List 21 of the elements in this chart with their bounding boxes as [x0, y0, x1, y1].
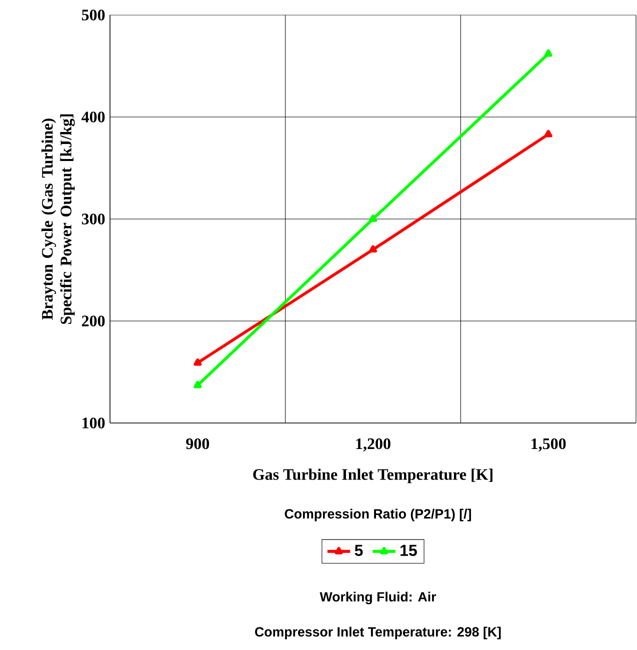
point [544, 49, 552, 57]
text: Compressor Inlet Temperature: 298 [K] [255, 626, 501, 640]
legend-label: 15 [400, 544, 417, 556]
x-tick-label: 1,500 [532, 438, 566, 452]
y-tick-label: 200 [82, 316, 105, 326]
x-tick-label: 900 [186, 438, 210, 450]
text: Working Fluid: Air [320, 592, 436, 604]
y-axis-title: Brayton Cycle (Gas Turbine) Specific Power Output [kJ/kg] [42, 114, 75, 324]
point [368, 214, 378, 222]
x-axis-title: Gas Turbine Inlet Temperature [K] [253, 468, 492, 484]
point [194, 380, 202, 388]
point [544, 130, 552, 138]
y-tick-label: 400 [81, 112, 105, 122]
y-tick-label: 500 [82, 10, 105, 20]
legend-title: Compression Ratio (P2/P1) [/] [284, 508, 471, 522]
legend-label: 5 [354, 544, 363, 556]
y-tick-label: 100 [82, 418, 105, 428]
point [368, 245, 378, 253]
point [194, 358, 202, 366]
y-tick-label: 300 [82, 214, 105, 224]
x-tick-label: 1,200 [356, 438, 390, 452]
